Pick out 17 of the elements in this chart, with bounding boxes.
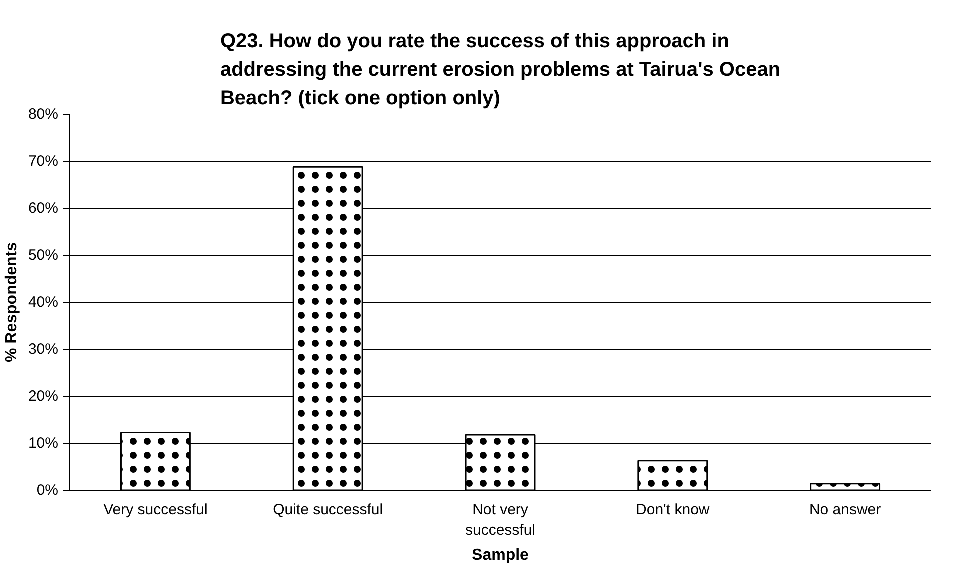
chart-title: Q23. How do you rate the success of this approach in addressing the current erosion problems at Tairua's Ocean Beach? (tick one option only) xyxy=(220,30,781,110)
x-tick-label: Quite successful xyxy=(273,502,384,518)
y-tick-label: 0% xyxy=(36,482,59,499)
y-tick-label: 10% xyxy=(28,435,59,452)
x-tick-label: Very successful xyxy=(104,502,208,518)
y-tick-label: 20% xyxy=(28,388,59,405)
y-tick-label: 60% xyxy=(28,200,59,217)
y-tick-label: 70% xyxy=(28,153,59,170)
y-tick-label: 80% xyxy=(28,106,59,123)
y-axis-title: % Respondents xyxy=(3,242,20,363)
x-tick-label: Don't know xyxy=(636,502,710,518)
y-tick-label: 50% xyxy=(28,247,59,264)
y-tick-label: 40% xyxy=(28,294,59,311)
x-axis-title: Sample xyxy=(472,546,530,564)
x-tick-label: Not very successful xyxy=(465,502,536,539)
y-tick-label: 30% xyxy=(28,341,59,358)
x-tick-label: No answer xyxy=(809,502,882,518)
